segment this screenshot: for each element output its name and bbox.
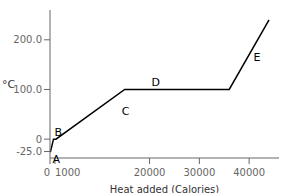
svg-text:20000: 20000: [134, 167, 166, 178]
svg-text:40000: 40000: [233, 167, 265, 178]
svg-text:0: 0: [36, 134, 42, 145]
svg-text:°C: °C: [8, 78, 16, 91]
svg-text:1000: 1000: [55, 167, 80, 178]
svg-text:0: 0: [44, 167, 50, 178]
svg-text:B: B: [54, 126, 62, 139]
svg-text:A: A: [52, 153, 60, 166]
svg-text:E: E: [254, 51, 261, 64]
svg-text:30000: 30000: [183, 167, 215, 178]
svg-text:C: C: [122, 105, 130, 118]
svg-text:200.0: 200.0: [13, 34, 42, 45]
svg-text:-25.0: -25.0: [16, 146, 42, 157]
svg-text:100.0: 100.0: [13, 84, 42, 95]
svg-text:Heat added (Calories): Heat added (Calories): [110, 184, 220, 193]
svg-text:D: D: [152, 76, 160, 89]
